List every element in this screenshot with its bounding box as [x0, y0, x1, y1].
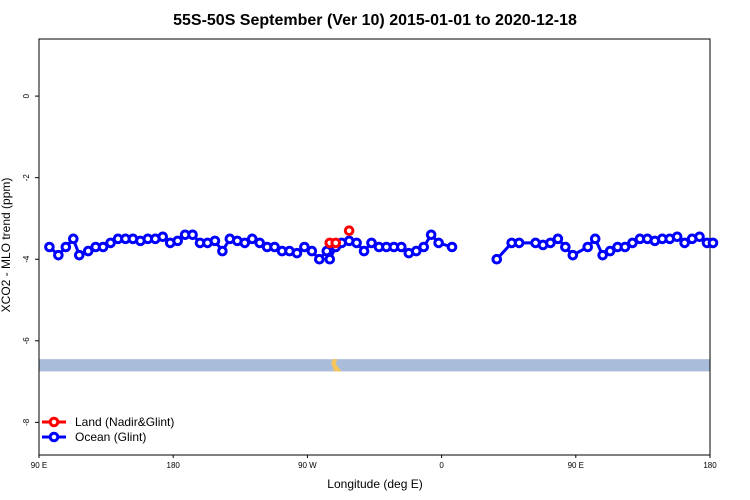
- ocean-point: [545, 237, 556, 249]
- ocean-point: [552, 233, 564, 245]
- ocean-point: [366, 237, 377, 249]
- legend-land-marker: [48, 416, 60, 428]
- ocean-point: [269, 241, 280, 253]
- ocean-point: [679, 237, 690, 249]
- x-tick-label: 0: [439, 461, 444, 470]
- ocean-point: [246, 233, 258, 245]
- ocean-point: [314, 253, 325, 265]
- ocean-point: [597, 249, 608, 261]
- chart-title: 55S-50S September (Ver 10) 2015-01-01 to…: [173, 12, 577, 29]
- ocean-point: [582, 241, 594, 253]
- map-strip-land: [331, 359, 342, 372]
- legend-land-label: Land (Nadir&Glint): [75, 415, 174, 429]
- ocean-point: [172, 235, 183, 247]
- ocean-point: [82, 245, 94, 257]
- ocean-point: [299, 241, 310, 253]
- x-tick-label: 180: [167, 461, 181, 470]
- y-tick-label: -8: [22, 418, 31, 426]
- y-tick-label: 0: [22, 93, 31, 98]
- ocean-point: [254, 237, 265, 249]
- ocean-point: [396, 241, 407, 253]
- ocean-point: [446, 241, 458, 253]
- legend-ocean-marker: [48, 431, 60, 443]
- ocean-point: [306, 245, 318, 257]
- ocean-point: [560, 241, 571, 253]
- ocean-point: [418, 241, 430, 253]
- x-tick-label: 90 E: [31, 461, 47, 470]
- y-axis-label: XCO2 - MLO trend (ppm): [0, 178, 13, 313]
- ocean-point: [67, 233, 79, 245]
- map-strip: [39, 359, 710, 372]
- series-ocean: [44, 229, 719, 265]
- land-point: [343, 225, 355, 236]
- ocean-point: [671, 231, 683, 243]
- ocean-point: [491, 253, 503, 265]
- ocean-point: [105, 237, 116, 249]
- ocean-point: [73, 249, 85, 261]
- y-tick-label: -4: [22, 255, 31, 263]
- map-strip-sea: [39, 359, 710, 372]
- ocean-point: [324, 253, 336, 265]
- ocean-point: [425, 229, 437, 241]
- x-tick-label: 90 E: [568, 461, 584, 470]
- y-axis: 0 -2 -4 -6 -8: [22, 93, 39, 426]
- ocean-point: [433, 237, 444, 249]
- x-tick-label: 180: [703, 461, 717, 470]
- legend-ocean-label: Ocean (Glint): [75, 430, 146, 444]
- series-land: [324, 225, 355, 249]
- ocean-point: [410, 245, 422, 257]
- ocean-point: [157, 231, 169, 243]
- ocean-point: [619, 241, 631, 253]
- ocean-point: [513, 237, 525, 249]
- ocean-point: [187, 229, 198, 241]
- ocean-point: [358, 245, 370, 257]
- x-axis-label: Longitude (deg E): [327, 477, 422, 491]
- ocean-point: [707, 237, 719, 249]
- ocean-point: [604, 245, 616, 257]
- ocean-point: [291, 247, 303, 259]
- ocean-point: [567, 249, 579, 261]
- ocean-point: [694, 231, 705, 243]
- y-tick-label: -6: [22, 337, 31, 345]
- ocean-point: [351, 237, 362, 249]
- ocean-point: [97, 241, 109, 253]
- ocean-point: [217, 245, 228, 257]
- ocean-point: [627, 237, 638, 249]
- x-tick-label: 90 W: [298, 461, 317, 470]
- ocean-point: [44, 241, 55, 253]
- legend: Land (Nadir&Glint) Ocean (Glint): [42, 415, 174, 444]
- ocean-point: [209, 235, 221, 247]
- x-axis: 90 E 180 90 W 0 90 E 180: [31, 455, 717, 470]
- y-tick-label: -2: [22, 174, 31, 182]
- ocean-point: [53, 249, 64, 261]
- ocean-point: [60, 241, 72, 253]
- ocean-point: [239, 237, 251, 249]
- ocean-point: [321, 245, 333, 257]
- land-point: [330, 237, 342, 249]
- ocean-point: [589, 233, 601, 245]
